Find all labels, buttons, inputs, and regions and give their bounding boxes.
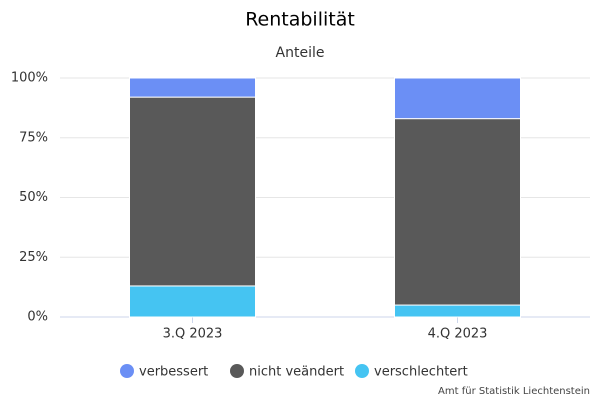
bar-segment bbox=[129, 285, 256, 318]
legend-label: nicht veändert bbox=[249, 365, 344, 380]
legend-marker bbox=[230, 364, 244, 378]
bar-segment bbox=[394, 118, 521, 306]
legend-label: verschlechtert bbox=[374, 365, 468, 380]
chart-title: Rentabilität bbox=[245, 9, 355, 31]
x-tick-label: 4.Q 2023 bbox=[428, 327, 488, 342]
y-tick-label: 0% bbox=[27, 310, 48, 325]
chart-subtitle: Anteile bbox=[276, 45, 325, 61]
credit: Amt für Statistik Liechtenstein bbox=[438, 386, 590, 397]
legend-marker bbox=[355, 364, 369, 378]
bar-segment bbox=[129, 96, 256, 287]
x-tick-label: 3.Q 2023 bbox=[163, 327, 223, 342]
bar-segment bbox=[129, 77, 256, 98]
legend-marker bbox=[120, 364, 134, 378]
bar-segment bbox=[394, 304, 521, 318]
y-tick-label: 50% bbox=[19, 190, 48, 205]
y-tick-label: 75% bbox=[19, 130, 48, 145]
y-tick-label: 100% bbox=[11, 71, 48, 86]
y-tick-label: 25% bbox=[19, 250, 48, 265]
legend-label: verbessert bbox=[139, 365, 208, 380]
bar-segment bbox=[394, 77, 521, 120]
